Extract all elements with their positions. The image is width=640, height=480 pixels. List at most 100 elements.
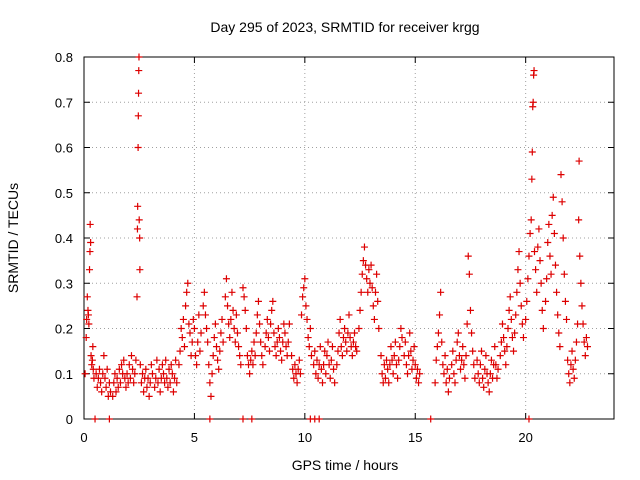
data-point <box>137 379 145 387</box>
data-point <box>284 338 292 346</box>
data-point <box>549 193 557 201</box>
data-point <box>327 356 335 364</box>
data-point <box>343 347 351 355</box>
data-point <box>142 365 150 373</box>
data-point <box>228 288 236 296</box>
data-point <box>118 361 126 369</box>
y-tick-label: 0 <box>66 412 73 427</box>
y-axis-label: SRMTID / TECUs <box>5 183 21 293</box>
data-point <box>239 284 247 292</box>
y-tick-label: 0.4 <box>55 231 73 246</box>
data-point <box>386 361 394 369</box>
data-point <box>381 374 389 382</box>
data-point <box>185 320 193 328</box>
data-point <box>404 370 412 378</box>
data-point <box>303 315 311 323</box>
data-point <box>346 334 354 342</box>
data-points <box>81 53 591 423</box>
data-point <box>156 388 164 396</box>
data-point <box>375 325 383 332</box>
data-point <box>194 338 202 346</box>
data-point <box>331 379 339 387</box>
data-point <box>507 315 515 323</box>
data-point <box>182 302 190 310</box>
data-point <box>270 329 278 337</box>
data-point <box>302 302 310 310</box>
data-point <box>173 379 181 387</box>
data-point <box>135 216 143 224</box>
data-point <box>144 374 152 382</box>
data-point <box>563 315 571 323</box>
data-point <box>122 383 130 391</box>
data-point <box>528 175 536 183</box>
data-point <box>246 370 254 378</box>
grid-lines <box>84 57 614 419</box>
data-point <box>504 325 512 332</box>
data-point <box>321 347 329 355</box>
data-point <box>409 356 417 364</box>
data-point <box>305 343 313 351</box>
data-point <box>353 347 361 355</box>
data-point <box>523 297 531 305</box>
data-point <box>535 225 543 233</box>
data-point <box>293 379 301 387</box>
data-point <box>566 379 574 387</box>
data-point <box>577 279 585 287</box>
data-point <box>550 229 558 237</box>
data-point <box>129 365 137 373</box>
data-point <box>355 325 363 332</box>
data-point <box>387 343 395 351</box>
data-point <box>469 347 477 355</box>
data-point <box>575 157 583 165</box>
data-point <box>258 352 266 360</box>
data-point <box>109 392 117 400</box>
y-tick-label: 0.6 <box>55 141 73 156</box>
data-point <box>272 352 280 360</box>
data-point <box>231 338 239 346</box>
data-point <box>153 356 161 364</box>
data-point <box>431 379 439 387</box>
data-point <box>558 198 566 206</box>
data-point <box>192 352 200 360</box>
data-point <box>145 392 153 400</box>
x-tick-labels: 0 5 10 15 20 <box>80 430 533 445</box>
data-point <box>579 320 587 328</box>
data-point <box>389 370 397 378</box>
data-point <box>538 306 546 314</box>
data-point <box>519 334 527 342</box>
data-point <box>261 343 269 351</box>
data-point <box>537 279 545 287</box>
data-point <box>89 365 97 373</box>
data-point <box>565 370 573 378</box>
data-point <box>560 270 568 278</box>
data-point <box>288 352 296 360</box>
data-point <box>98 388 106 396</box>
data-point <box>291 361 299 369</box>
data-point <box>441 352 449 360</box>
data-point <box>314 374 322 382</box>
data-point <box>466 306 474 314</box>
data-point <box>455 352 463 360</box>
x-tick-label: 15 <box>408 430 422 445</box>
data-point <box>479 374 487 382</box>
data-point <box>473 356 481 364</box>
data-point <box>88 356 96 364</box>
data-point <box>99 370 107 378</box>
data-point <box>366 279 374 287</box>
data-point <box>296 370 304 378</box>
x-tick-label: 0 <box>80 430 87 445</box>
data-point <box>525 415 533 423</box>
data-point <box>522 315 530 323</box>
data-point <box>134 112 142 120</box>
data-point <box>547 270 555 278</box>
data-point <box>536 257 544 265</box>
data-point <box>464 252 472 260</box>
data-point <box>370 315 378 323</box>
data-point <box>322 370 330 378</box>
data-point <box>443 365 451 373</box>
data-point <box>235 343 243 351</box>
data-point <box>82 334 90 342</box>
data-point <box>95 365 103 373</box>
data-point <box>134 202 142 210</box>
data-point <box>271 343 279 351</box>
